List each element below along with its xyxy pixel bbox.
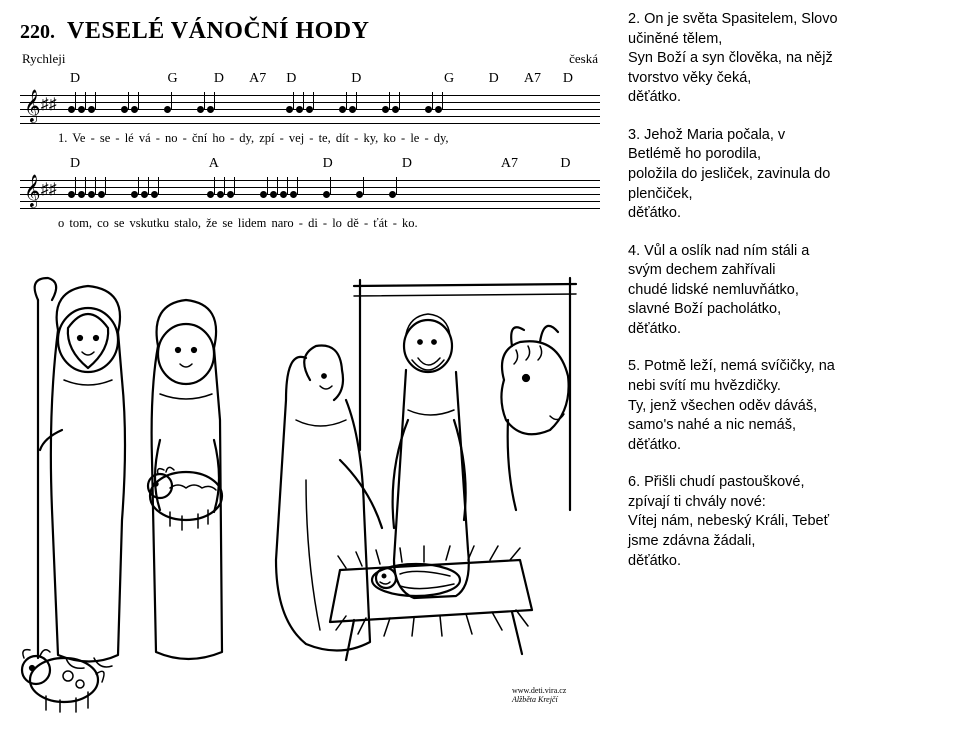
chord: D (70, 156, 209, 172)
tempo-marking: Rychleji (22, 51, 66, 67)
verses-column: 2. On je světa Spasitelem, Slovo učiněné… (620, 0, 960, 756)
chord: D (489, 71, 524, 87)
verse-5: 5. Potmě leží, nemá svíčičky, na nebi sv… (628, 357, 942, 455)
image-credit: www.deti.vira.cz Alžběta Krejčí (512, 686, 566, 704)
chord: D (214, 71, 249, 87)
chord-row-1: DGDA7DDGDA7D (20, 71, 600, 87)
chord: D (351, 71, 444, 87)
credit-url: www.deti.vira.cz (512, 686, 566, 695)
chord: D (70, 71, 167, 87)
chord: G (167, 71, 213, 87)
nativity-illustration (10, 260, 610, 740)
sheet-music: 220. VESELÉ VÁNOČNÍ HODY Rychleji česká … (20, 18, 600, 241)
lyrics-row-1: 1. Ve - se - lé vá - no - ční ho - dy, z… (20, 131, 600, 146)
credit-author: Alžběta Krejčí (512, 695, 566, 704)
chord: D (563, 71, 600, 87)
chord: D (402, 156, 501, 172)
chord: A (209, 156, 323, 172)
staff-line-1: 𝄞♯♯ (20, 89, 600, 129)
staff-line-2: 𝄞♯♯ (20, 174, 600, 214)
chord: A7 (501, 156, 560, 172)
verse-3: 3. Jehož Maria počala, v Betlémě ho poro… (628, 126, 942, 224)
chord: D (323, 156, 402, 172)
chord-row-2: DADDA7D (20, 156, 600, 172)
verse-6: 6. Přišli chudí pastouškové, zpívají ti … (628, 473, 942, 571)
lyrics-row-2: o tom, co se vskutku stalo, že se lidem … (20, 216, 600, 231)
chord: A7 (524, 71, 563, 87)
verse-2: 2. On je světa Spasitelem, Slovo učiněné… (628, 10, 942, 108)
chord: D (560, 156, 600, 172)
verse-4: 4. Vůl a oslík nad ním stáli a svým dech… (628, 242, 942, 340)
chord: A7 (249, 71, 286, 87)
song-origin: česká (569, 51, 598, 67)
chord: D (286, 71, 351, 87)
chord: G (444, 71, 489, 87)
song-number: 220. (20, 21, 55, 43)
song-title: VESELÉ VÁNOČNÍ HODY (67, 18, 369, 44)
